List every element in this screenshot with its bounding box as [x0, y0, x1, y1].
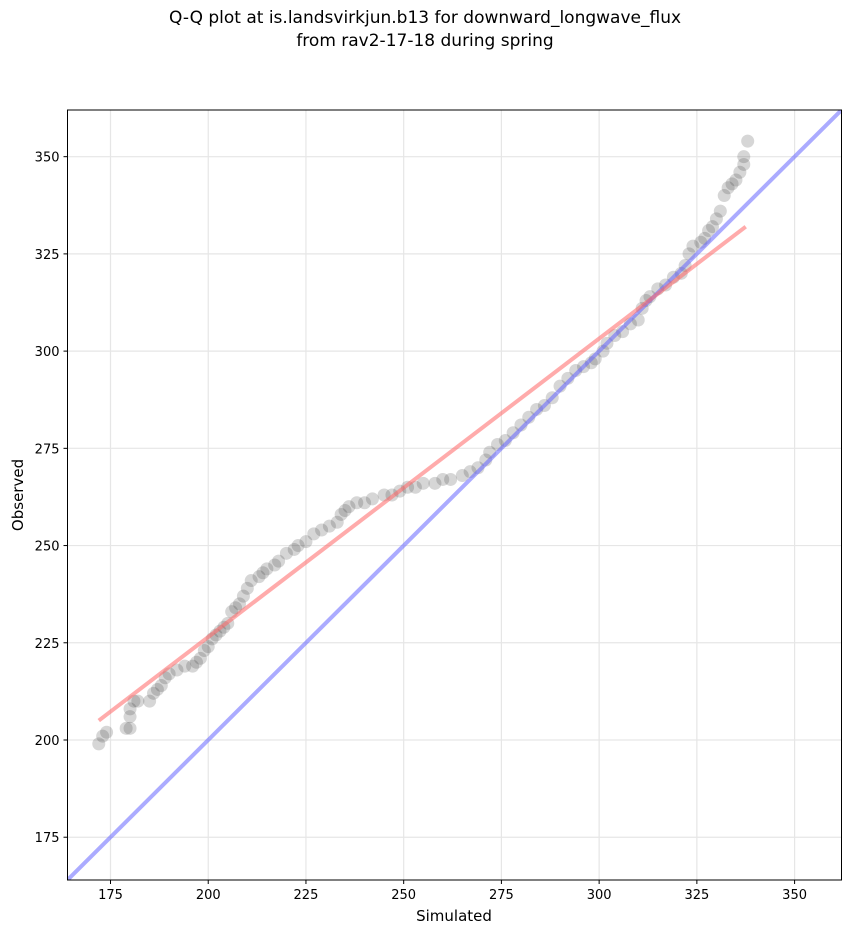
identity-line: [67, 110, 842, 880]
x-tick-label: 275: [489, 888, 514, 903]
data-point: [178, 659, 192, 673]
plot-marks: [67, 110, 842, 880]
data-point: [143, 694, 157, 708]
data-point: [721, 181, 735, 195]
data-point: [201, 640, 215, 654]
data-point: [123, 702, 137, 716]
y-tick-label: 225: [35, 637, 60, 652]
data-point: [279, 546, 293, 560]
data-point: [416, 476, 430, 490]
data-point: [193, 651, 207, 665]
data-point: [150, 682, 164, 696]
data-point: [408, 480, 422, 494]
data-point: [96, 729, 110, 743]
data-point: [358, 496, 372, 510]
data-point: [119, 721, 133, 735]
y-tick-label: 250: [35, 540, 60, 555]
data-point: [131, 694, 145, 708]
data-point: [444, 472, 458, 486]
data-point: [350, 496, 364, 510]
data-point: [100, 725, 114, 739]
data-point: [260, 562, 274, 576]
y-axis-label: Observed: [9, 459, 27, 531]
data-point: [334, 507, 348, 521]
data-point: [186, 659, 200, 673]
data-point: [455, 469, 469, 483]
axis-ticks: 175 200 225 250 275 300 325 350 175 200 225 250 275 3…: [35, 151, 807, 903]
data-point: [733, 165, 747, 179]
data-point: [713, 204, 727, 218]
data-point: [322, 519, 336, 533]
data-point: [299, 535, 313, 549]
x-tick-label: 225: [294, 888, 319, 903]
data-point: [737, 157, 751, 171]
data-point: [123, 721, 137, 735]
data-point: [268, 558, 282, 572]
data-point: [244, 574, 258, 588]
data-point: [287, 542, 301, 556]
plot-frame: [67, 109, 842, 881]
data-point: [428, 476, 442, 490]
x-tick-label: 250: [391, 888, 416, 903]
data-point: [272, 554, 286, 568]
data-point: [291, 539, 305, 553]
data-point: [252, 570, 266, 584]
data-point: [236, 589, 250, 603]
fit-line: [97, 225, 747, 723]
chart-title-line2: from rav2-17-18 during spring: [296, 31, 554, 51]
data-point: [154, 679, 168, 693]
data-point: [330, 515, 344, 529]
x-tick-label: 200: [196, 888, 221, 903]
data-point: [315, 523, 329, 537]
x-axis-label: Simulated: [416, 907, 492, 925]
data-point: [702, 224, 716, 238]
grid: [67, 110, 842, 880]
data-point: [737, 150, 751, 164]
y-tick-label: 325: [35, 248, 60, 263]
data-point: [190, 655, 203, 669]
x-tick-label: 175: [98, 888, 123, 903]
y-tick-label: 175: [35, 831, 60, 846]
chart-title-line1: Q-Q plot at is.landsvirkjun.b13 for down…: [168, 8, 682, 28]
data-point: [92, 737, 106, 751]
data-point: [147, 686, 160, 700]
data-point: [686, 239, 700, 253]
data-point: [436, 472, 450, 486]
data-point: [123, 710, 137, 724]
y-tick-label: 200: [35, 734, 60, 749]
data-point: [256, 566, 270, 580]
data-point: [338, 504, 352, 518]
data-point: [240, 581, 254, 595]
data-point: [709, 212, 723, 226]
y-tick-label: 275: [35, 442, 60, 457]
data-point: [233, 597, 246, 611]
x-tick-label: 325: [684, 888, 709, 903]
data-point: [725, 177, 739, 191]
data-point: [307, 527, 321, 541]
data-point: [741, 134, 755, 148]
data-point: [717, 189, 731, 203]
data-point: [197, 644, 211, 658]
data-point: [342, 500, 356, 514]
data-point: [729, 173, 743, 187]
x-tick-label: 350: [782, 888, 807, 903]
data-point: [706, 220, 719, 234]
y-tick-label: 300: [35, 345, 60, 360]
data-point: [170, 663, 184, 677]
y-tick-label: 350: [35, 151, 60, 166]
x-tick-label: 300: [587, 888, 612, 903]
data-point: [365, 492, 379, 506]
data-point: [229, 601, 243, 615]
